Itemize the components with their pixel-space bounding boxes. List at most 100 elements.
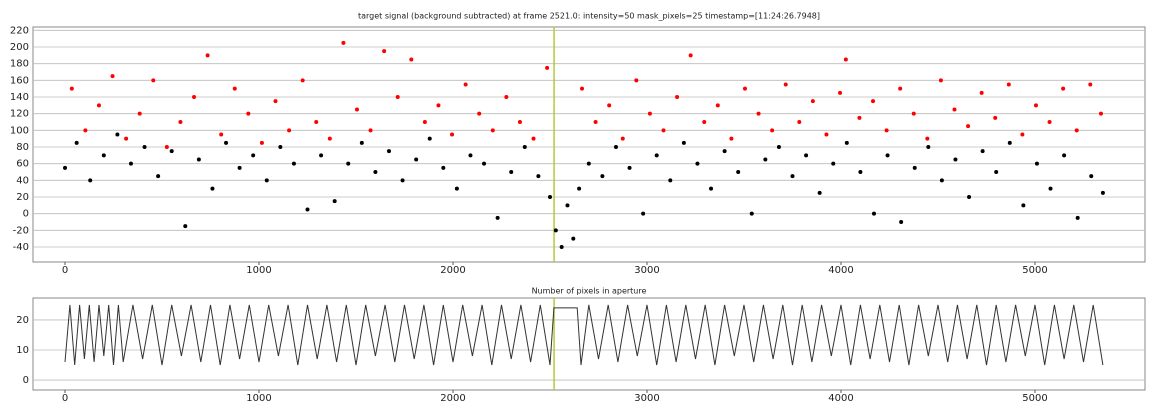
point [463, 82, 468, 87]
y-tick-label: 220 [10, 25, 29, 36]
point [600, 174, 605, 179]
point [783, 82, 788, 87]
point [305, 207, 310, 212]
point [898, 86, 903, 91]
point [210, 186, 215, 191]
point [232, 86, 237, 91]
point [838, 90, 843, 95]
point [1033, 103, 1038, 108]
point [925, 136, 930, 141]
point [804, 153, 809, 158]
y-tick-label: 80 [16, 142, 29, 153]
point [668, 178, 673, 183]
point [857, 115, 862, 120]
point [246, 111, 251, 116]
point [1061, 86, 1066, 91]
point [237, 165, 242, 170]
point [926, 145, 931, 149]
point [593, 120, 598, 124]
point [183, 224, 188, 229]
point [688, 53, 693, 58]
point [899, 220, 904, 224]
point [142, 145, 147, 149]
point [386, 149, 391, 154]
point [953, 157, 958, 162]
y-tick-label: 180 [10, 59, 29, 70]
point [967, 195, 972, 199]
point [341, 40, 346, 45]
point [509, 170, 514, 174]
point [291, 161, 296, 166]
x-tick-label: 0 [62, 393, 68, 404]
point [776, 145, 781, 149]
point [1088, 82, 1093, 87]
point [319, 153, 324, 158]
point [368, 128, 373, 133]
point [763, 157, 768, 162]
point [1047, 120, 1052, 124]
point [824, 132, 829, 137]
point [450, 132, 455, 137]
point [400, 178, 405, 183]
y-tick-label: 40 [16, 175, 29, 186]
point [124, 136, 129, 141]
point [482, 161, 487, 166]
point [101, 153, 106, 158]
y-tick-label: 0 [23, 375, 29, 386]
point [522, 145, 527, 149]
point [858, 170, 863, 174]
point [607, 103, 612, 108]
point [627, 165, 632, 170]
point [151, 78, 156, 83]
point [477, 111, 482, 116]
y-tick-label: -20 [13, 225, 29, 236]
chart-title: Number of pixels in aperture [532, 287, 647, 296]
point [715, 103, 720, 108]
x-tick-label: 1000 [246, 393, 271, 404]
point [729, 136, 734, 141]
point [178, 120, 183, 124]
y-tick-label: 20 [16, 192, 29, 203]
point [468, 153, 473, 158]
y-tick-label: 60 [16, 159, 29, 170]
point [797, 120, 802, 124]
point [259, 140, 264, 145]
point [74, 140, 79, 145]
point [709, 186, 714, 191]
point [128, 161, 133, 166]
point [843, 57, 848, 62]
point [770, 128, 775, 133]
point [110, 74, 115, 79]
x-tick-label: 5000 [1022, 265, 1047, 276]
x-tick-label: 1000 [246, 265, 271, 276]
point [634, 78, 639, 83]
point [219, 132, 224, 137]
point [695, 161, 700, 166]
point [1100, 190, 1105, 195]
point [115, 132, 120, 137]
point [952, 107, 957, 112]
plot-area [32, 26, 1146, 263]
y-tick-label: 160 [10, 75, 29, 86]
x-tick-label: 0 [62, 265, 68, 276]
point [938, 78, 943, 83]
y-tick-label: 200 [10, 42, 29, 53]
point [69, 86, 74, 91]
point [251, 153, 256, 158]
point [373, 170, 378, 174]
point [647, 111, 652, 116]
x-tick-label: 4000 [828, 393, 853, 404]
point [359, 140, 364, 145]
point [681, 140, 686, 145]
point [742, 86, 747, 91]
point [790, 174, 795, 179]
point [912, 165, 917, 170]
point [414, 157, 419, 162]
point [817, 190, 822, 195]
point [979, 90, 984, 95]
point [1034, 161, 1039, 166]
point [702, 120, 707, 124]
point [844, 140, 849, 145]
